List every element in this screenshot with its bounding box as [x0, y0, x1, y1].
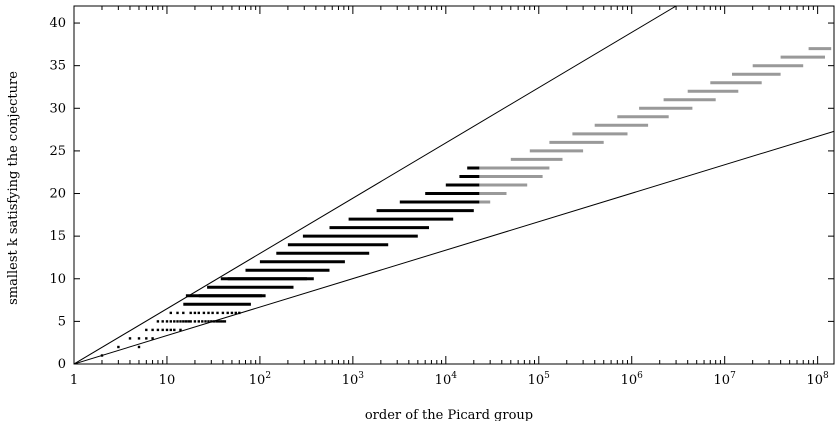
series-1-point	[128, 337, 132, 340]
series-1-point	[179, 328, 182, 332]
series-1-point	[145, 328, 148, 332]
series-1-point	[207, 311, 210, 315]
series-1-point	[165, 320, 169, 323]
series-1-point	[169, 328, 172, 332]
series-1-point	[182, 311, 185, 315]
x-tick-label: 108	[806, 371, 829, 388]
y-tick-label: 30	[49, 101, 66, 116]
y-axis-label: smallest k satisfying the conjecture	[6, 71, 21, 305]
y-axis: 0 5 10 15 20 25 30 35 40	[49, 16, 834, 372]
series-1-point	[202, 311, 206, 315]
x-tick-label: 10	[159, 373, 176, 388]
series-1-point	[211, 311, 214, 315]
x-tick-label: 103	[342, 371, 365, 388]
series-1-point	[219, 320, 222, 323]
series-1-point	[173, 328, 176, 332]
series-1-point	[184, 320, 188, 323]
series-1-point	[216, 311, 219, 315]
x-tick-label: 106	[621, 371, 644, 388]
series-1-point	[221, 311, 225, 315]
series-1-point	[182, 320, 185, 323]
x-tick-label: 107	[714, 371, 737, 388]
x-axis-label: order of the Picard group	[365, 408, 533, 421]
series-1-point	[151, 337, 154, 340]
series-1-point	[187, 320, 190, 323]
x-tick-label: 104	[435, 371, 458, 388]
y-tick-label: 0	[58, 357, 66, 372]
series-1-point	[173, 320, 176, 323]
series-1-point	[165, 328, 169, 332]
series-1-point	[217, 320, 220, 323]
y-tick-label: 15	[49, 229, 66, 244]
series-1-point	[197, 320, 200, 323]
series-1-point	[193, 320, 197, 323]
y-tick-label: 40	[49, 16, 66, 31]
series-1-point	[176, 320, 179, 323]
x-tick-label: 105	[528, 371, 551, 388]
series-1-point	[223, 320, 227, 323]
plot-area	[74, 6, 834, 364]
series-1-point	[145, 337, 148, 340]
x-tick-label: 102	[249, 371, 271, 388]
x-tick-label: 1	[70, 373, 78, 388]
x-axis: 1 10 102 103 104 105 106 107 108	[70, 6, 829, 388]
series-1-point	[212, 320, 216, 323]
y-tick-label: 10	[49, 272, 66, 287]
series-1-point	[201, 320, 204, 323]
series-1-point	[189, 320, 192, 323]
series-1-point	[189, 311, 192, 315]
series-1-point	[169, 311, 172, 315]
series-1-point	[169, 320, 172, 323]
series-1-point	[137, 345, 141, 349]
series-1-point	[117, 345, 120, 349]
series-1-point	[221, 320, 225, 323]
series-1-point	[226, 311, 229, 315]
bound-line-1	[74, 6, 677, 364]
y-tick-label: 20	[49, 187, 66, 202]
axes	[73, 5, 835, 365]
series-1-point	[100, 354, 104, 357]
y-tick-label: 25	[49, 144, 66, 159]
series-1-point	[151, 328, 154, 332]
y-tick-label: 5	[58, 314, 66, 329]
series-1-point	[161, 320, 164, 323]
series-1-point	[176, 311, 179, 315]
series-1-point	[156, 320, 160, 323]
series-1-point	[207, 320, 210, 323]
series-1-point	[234, 311, 237, 315]
series-1-point	[137, 337, 141, 340]
bound-line-2	[74, 130, 834, 364]
y-tick-label: 35	[49, 59, 66, 74]
series-1-point	[230, 311, 234, 315]
plot-frame	[73, 5, 835, 365]
series-1-point	[215, 320, 218, 323]
series-1-point	[204, 320, 207, 323]
series-1-point	[193, 311, 197, 315]
series-1-point	[197, 311, 200, 315]
series-1-point	[179, 320, 182, 323]
series-1-point	[156, 328, 160, 332]
series-1-point	[238, 311, 241, 315]
series-1-point	[161, 328, 164, 332]
series-1-point	[210, 320, 213, 323]
